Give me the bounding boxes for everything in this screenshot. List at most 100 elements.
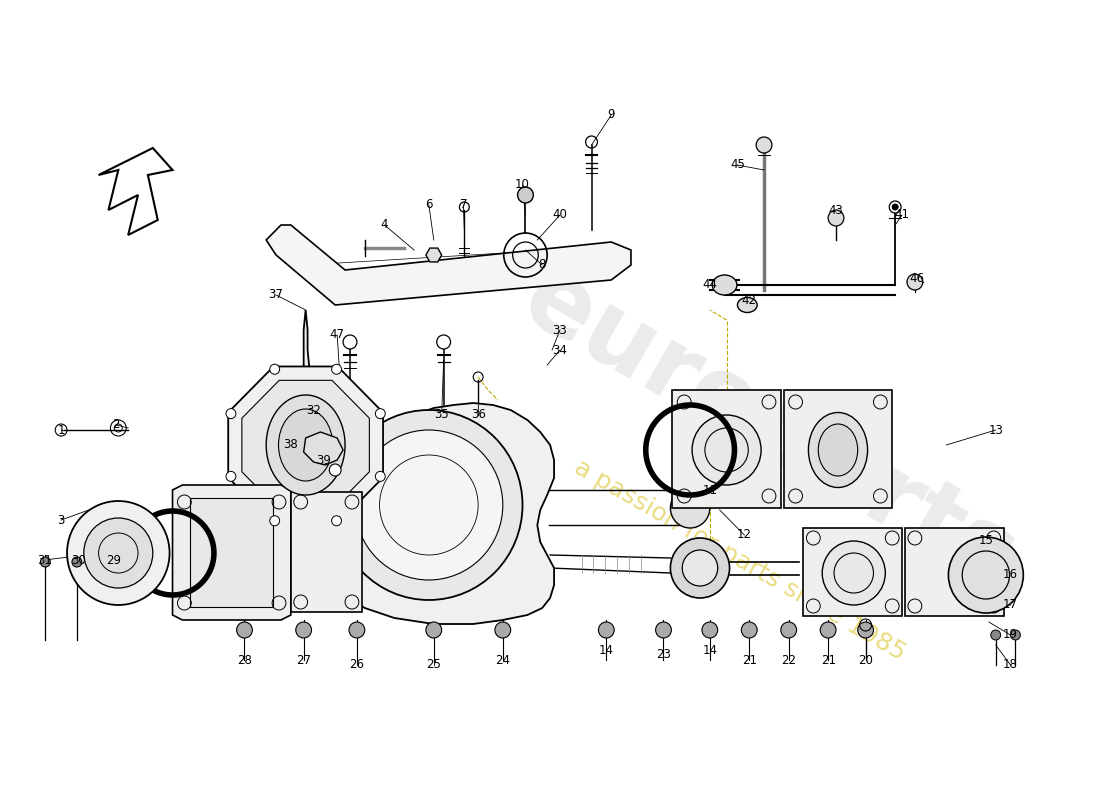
Text: 39: 39 bbox=[316, 454, 331, 466]
Circle shape bbox=[426, 622, 442, 638]
Text: 42: 42 bbox=[741, 294, 757, 306]
Text: 34: 34 bbox=[552, 343, 568, 357]
Circle shape bbox=[226, 409, 235, 418]
Text: 45: 45 bbox=[730, 158, 745, 171]
Ellipse shape bbox=[808, 413, 868, 487]
Circle shape bbox=[375, 471, 385, 482]
Circle shape bbox=[828, 210, 844, 226]
Circle shape bbox=[892, 204, 898, 210]
Text: 28: 28 bbox=[238, 654, 252, 666]
Circle shape bbox=[858, 622, 873, 638]
Circle shape bbox=[343, 335, 356, 349]
Text: 47: 47 bbox=[330, 329, 344, 342]
Ellipse shape bbox=[713, 275, 737, 295]
Text: 32: 32 bbox=[306, 403, 321, 417]
Text: 13: 13 bbox=[988, 423, 1003, 437]
Circle shape bbox=[349, 622, 365, 638]
Text: 19: 19 bbox=[1003, 629, 1018, 642]
Circle shape bbox=[821, 622, 836, 638]
Circle shape bbox=[236, 622, 252, 638]
Circle shape bbox=[741, 622, 757, 638]
Polygon shape bbox=[99, 148, 173, 235]
Text: 15: 15 bbox=[978, 534, 993, 546]
Circle shape bbox=[72, 557, 81, 567]
Polygon shape bbox=[266, 225, 631, 305]
Polygon shape bbox=[304, 310, 554, 624]
Text: 35: 35 bbox=[434, 409, 449, 422]
Text: a passion for parts since 1985: a passion for parts since 1985 bbox=[570, 455, 910, 665]
Ellipse shape bbox=[818, 424, 858, 476]
Text: 7: 7 bbox=[460, 198, 467, 211]
Circle shape bbox=[375, 409, 385, 418]
Circle shape bbox=[331, 516, 341, 526]
Text: 38: 38 bbox=[284, 438, 298, 451]
Polygon shape bbox=[173, 485, 290, 620]
Text: 22: 22 bbox=[781, 654, 796, 666]
Text: 2: 2 bbox=[112, 418, 120, 431]
Circle shape bbox=[331, 364, 341, 374]
Circle shape bbox=[495, 622, 510, 638]
Text: 40: 40 bbox=[552, 209, 568, 222]
Text: 3: 3 bbox=[57, 514, 65, 526]
Circle shape bbox=[948, 537, 1023, 613]
Text: 21: 21 bbox=[821, 654, 836, 666]
Text: 37: 37 bbox=[268, 289, 284, 302]
Circle shape bbox=[226, 471, 235, 482]
Circle shape bbox=[1011, 630, 1021, 640]
Text: 21: 21 bbox=[741, 654, 757, 666]
Polygon shape bbox=[304, 432, 343, 465]
Text: 33: 33 bbox=[552, 323, 568, 337]
Circle shape bbox=[656, 622, 671, 638]
Circle shape bbox=[518, 187, 534, 203]
Circle shape bbox=[682, 550, 717, 586]
Circle shape bbox=[670, 538, 729, 598]
Polygon shape bbox=[672, 390, 781, 508]
Text: 11: 11 bbox=[702, 483, 717, 497]
Text: 27: 27 bbox=[296, 654, 311, 666]
Text: 16: 16 bbox=[1003, 569, 1018, 582]
Circle shape bbox=[296, 622, 311, 638]
Text: 6: 6 bbox=[425, 198, 432, 211]
Ellipse shape bbox=[278, 409, 332, 481]
Text: 9: 9 bbox=[607, 109, 615, 122]
Circle shape bbox=[702, 622, 717, 638]
Polygon shape bbox=[426, 248, 442, 262]
Text: 36: 36 bbox=[471, 409, 485, 422]
Circle shape bbox=[781, 622, 796, 638]
Text: 46: 46 bbox=[910, 271, 924, 285]
Text: 20: 20 bbox=[858, 654, 873, 666]
Text: 12: 12 bbox=[737, 529, 751, 542]
Text: 4: 4 bbox=[381, 218, 388, 231]
Polygon shape bbox=[242, 380, 370, 510]
Circle shape bbox=[437, 335, 451, 349]
Text: 14: 14 bbox=[598, 643, 614, 657]
Text: 26: 26 bbox=[350, 658, 364, 671]
Text: 30: 30 bbox=[72, 554, 86, 566]
Circle shape bbox=[84, 518, 153, 588]
Text: 1: 1 bbox=[57, 423, 65, 437]
Polygon shape bbox=[290, 492, 362, 612]
Text: 8: 8 bbox=[539, 258, 546, 271]
Text: 43: 43 bbox=[828, 203, 844, 217]
Circle shape bbox=[889, 201, 901, 213]
Text: 44: 44 bbox=[702, 278, 717, 291]
Circle shape bbox=[908, 274, 923, 290]
Circle shape bbox=[41, 557, 51, 567]
Circle shape bbox=[756, 137, 772, 153]
Polygon shape bbox=[228, 366, 383, 523]
Circle shape bbox=[329, 464, 341, 476]
Text: 23: 23 bbox=[656, 649, 671, 662]
Text: 41: 41 bbox=[894, 209, 910, 222]
Circle shape bbox=[822, 541, 886, 605]
Circle shape bbox=[270, 516, 279, 526]
Polygon shape bbox=[784, 390, 892, 508]
Text: 31: 31 bbox=[37, 554, 52, 566]
Circle shape bbox=[336, 410, 522, 600]
Circle shape bbox=[355, 430, 503, 580]
Circle shape bbox=[670, 488, 710, 528]
Text: 24: 24 bbox=[495, 654, 510, 666]
Text: 18: 18 bbox=[1003, 658, 1018, 671]
Circle shape bbox=[270, 364, 279, 374]
Polygon shape bbox=[803, 528, 902, 616]
Polygon shape bbox=[905, 528, 1003, 616]
